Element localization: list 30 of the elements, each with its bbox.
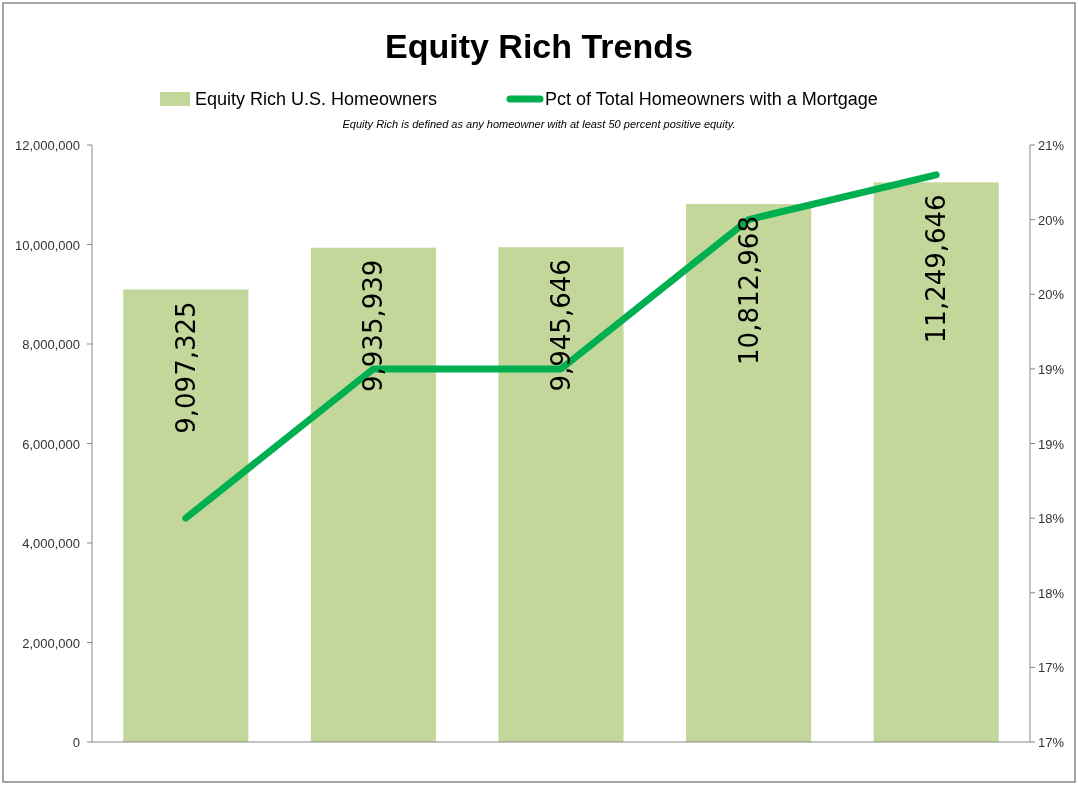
- y-tick-label: 12,000,000: [14, 138, 80, 153]
- data-label: 9,935,939: [358, 259, 389, 393]
- y2-tick-label: 17%: [1038, 735, 1065, 750]
- legend-label: Equity Rich U.S. Homeowners: [195, 89, 438, 109]
- y2-tick-label: 18%: [1038, 511, 1065, 527]
- data-label: 10,812,968: [733, 216, 764, 365]
- bar: [123, 289, 249, 742]
- y-tick-label: 10,000,000: [14, 237, 80, 253]
- bar: [310, 247, 436, 742]
- y2-tick-label: 21%: [1038, 138, 1065, 153]
- bar: [686, 204, 812, 742]
- chart-subtitle: Equity Rich is defined as any homeowner with at least 50 percent positive equity.: [342, 118, 736, 130]
- y2-tick-label: 18%: [1038, 585, 1065, 601]
- y-tick-label: 8,000,000: [22, 337, 80, 352]
- y2-tick-label: 17%: [1038, 660, 1065, 676]
- bar: [873, 182, 999, 742]
- y2-tick-label: 20%: [1038, 212, 1065, 228]
- chart-title: Equity Rich Trends: [385, 27, 693, 65]
- legend-label: Pct of Total Homeowners with a Mortgage: [545, 89, 878, 109]
- y2-tick-label: 20%: [1038, 287, 1065, 303]
- y-tick-label: 2,000,000: [22, 635, 80, 651]
- y2-tick-label: 19%: [1038, 361, 1065, 377]
- bar: [498, 247, 624, 742]
- y-tick-label: 0: [72, 735, 80, 750]
- data-label: 9,097,325: [170, 301, 201, 434]
- y-tick-label: 4,000,000: [22, 536, 80, 551]
- data-label: 11,249,646: [921, 194, 952, 344]
- data-label: 9,945,646: [546, 259, 576, 392]
- y2-tick-label: 19%: [1038, 436, 1065, 452]
- y-tick-label: 6,000,000: [22, 436, 80, 452]
